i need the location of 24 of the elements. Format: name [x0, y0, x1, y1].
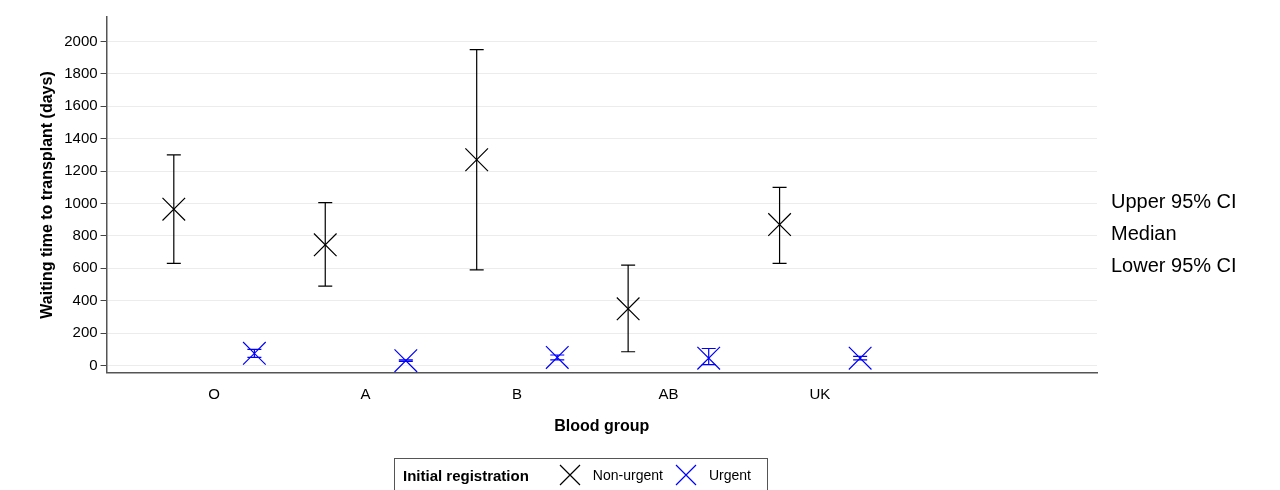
- y-tick-label: 200: [72, 323, 98, 341]
- y-tick-label: 400: [72, 290, 98, 308]
- y-tick-label: 800: [72, 226, 98, 244]
- x-tick-label: A: [360, 384, 371, 402]
- text: Upper 95% CI: [1111, 189, 1237, 212]
- y-tick-label: 0: [89, 355, 98, 373]
- y-tick-label: 1000: [64, 193, 98, 211]
- x-axis-title: Blood group: [554, 416, 650, 434]
- text: Lower 95% CI: [1111, 253, 1237, 276]
- x-tick-label: O: [208, 384, 220, 402]
- y-tick-label: 1400: [64, 128, 98, 146]
- legend-title: Initial registration: [403, 466, 529, 484]
- y-tick-label: 1800: [64, 64, 98, 82]
- text: Median: [1111, 221, 1177, 244]
- x-tick-label: UK: [809, 384, 831, 402]
- y-axis-title: Waiting time to transplant (days): [38, 71, 56, 319]
- y-tick-label: 2000: [64, 31, 98, 49]
- y-tick-label: 600: [72, 258, 98, 276]
- x-tick-label: AB: [658, 384, 679, 402]
- y-tick-label: 1600: [64, 96, 98, 114]
- legend-label: Urgent: [708, 467, 751, 483]
- y-tick-label: 1200: [64, 161, 98, 179]
- legend-label: Non-urgent: [592, 467, 663, 483]
- x-tick-label: B: [511, 384, 522, 402]
